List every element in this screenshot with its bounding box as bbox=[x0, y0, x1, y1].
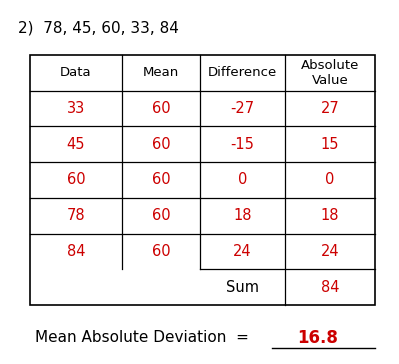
Text: 27: 27 bbox=[321, 101, 340, 116]
Text: 16.8: 16.8 bbox=[298, 329, 338, 347]
Bar bbox=[30, 55, 375, 305]
Text: 60: 60 bbox=[152, 137, 170, 152]
Text: 60: 60 bbox=[152, 101, 170, 116]
Text: 15: 15 bbox=[321, 137, 339, 152]
Text: 60: 60 bbox=[152, 244, 170, 259]
Text: 60: 60 bbox=[152, 173, 170, 187]
Text: Difference: Difference bbox=[208, 66, 277, 79]
Text: -15: -15 bbox=[231, 137, 255, 152]
Text: 78: 78 bbox=[67, 208, 85, 223]
Text: 33: 33 bbox=[67, 101, 85, 116]
Text: 24: 24 bbox=[233, 244, 252, 259]
Text: 84: 84 bbox=[321, 280, 339, 294]
Text: 0: 0 bbox=[325, 173, 335, 187]
Text: 24: 24 bbox=[321, 244, 339, 259]
Text: Mean Absolute Deviation  =: Mean Absolute Deviation = bbox=[35, 331, 249, 345]
Text: Mean: Mean bbox=[143, 66, 179, 79]
Text: 84: 84 bbox=[67, 244, 85, 259]
Text: 45: 45 bbox=[67, 137, 85, 152]
Text: 60: 60 bbox=[67, 173, 85, 187]
Text: 2)  78, 45, 60, 33, 84: 2) 78, 45, 60, 33, 84 bbox=[18, 20, 179, 36]
Text: Sum: Sum bbox=[226, 280, 259, 294]
Text: 60: 60 bbox=[152, 208, 170, 223]
Text: 0: 0 bbox=[238, 173, 247, 187]
Text: 18: 18 bbox=[233, 208, 252, 223]
Text: -27: -27 bbox=[231, 101, 255, 116]
Text: 18: 18 bbox=[321, 208, 339, 223]
Text: Absolute
Value: Absolute Value bbox=[301, 59, 359, 87]
Text: Data: Data bbox=[60, 66, 92, 79]
